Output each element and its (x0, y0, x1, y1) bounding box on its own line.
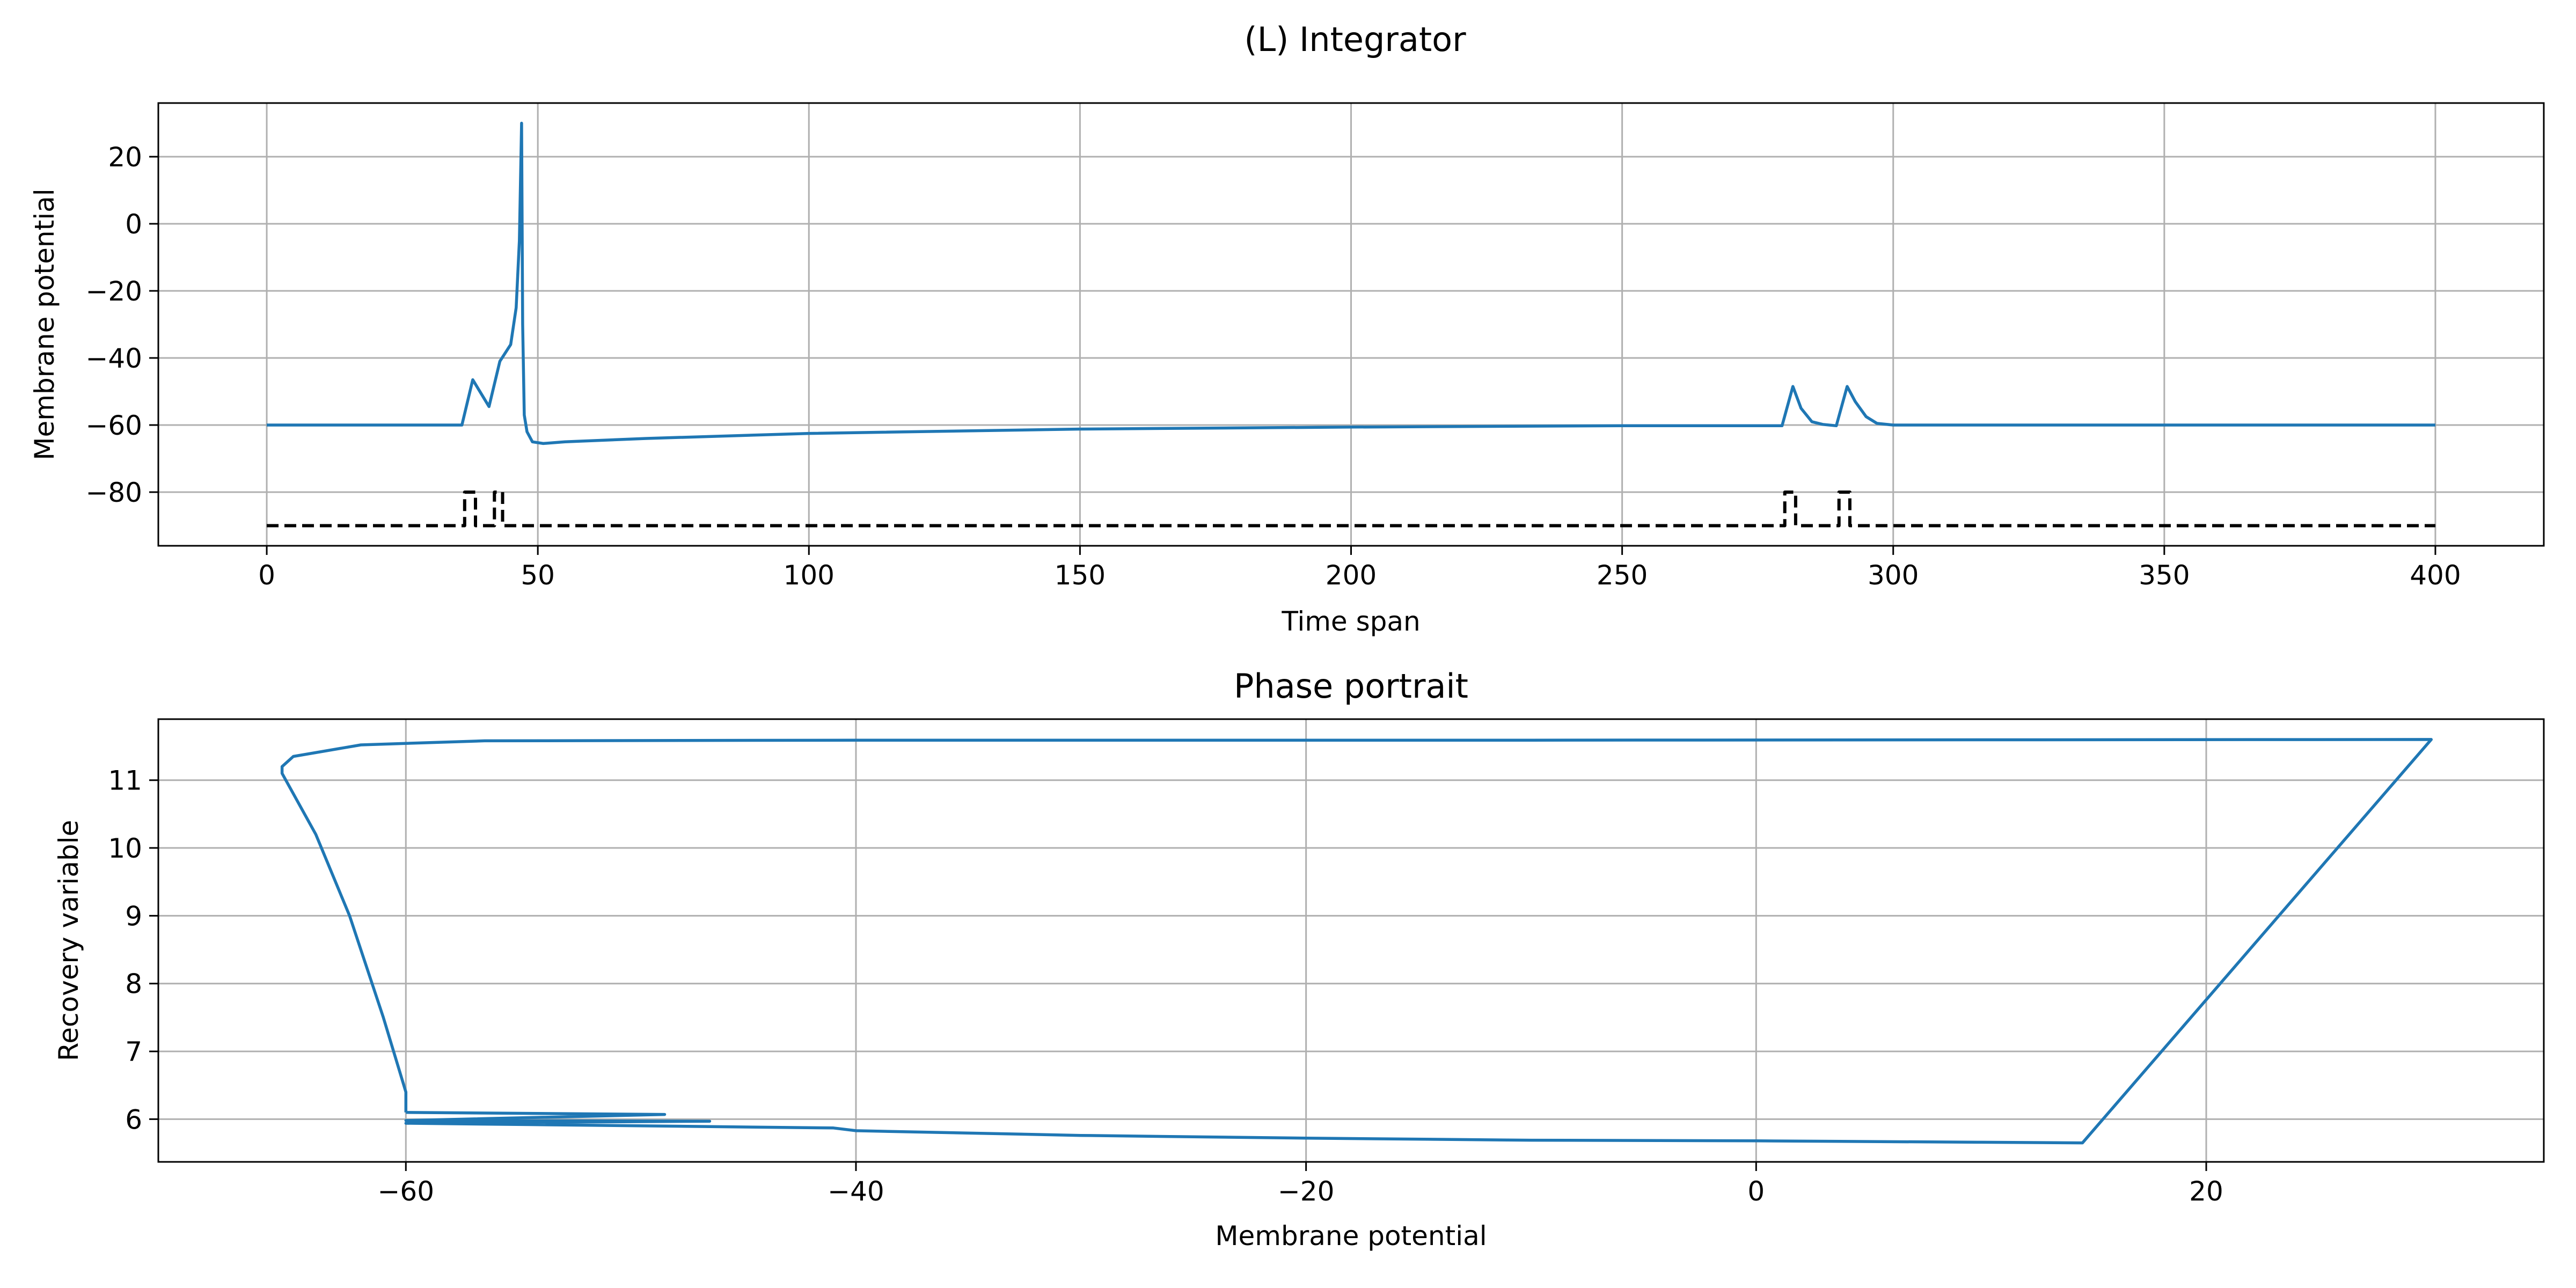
subplot-title: Phase portrait (1234, 667, 1468, 706)
y-tick-label: 0 (125, 209, 142, 240)
y-tick-label: −40 (85, 343, 142, 374)
y-tick-label: −80 (85, 477, 142, 508)
y-tick-label: 11 (108, 765, 142, 796)
chart-phase-portrait: −60 −40 −20 0 20 6 7 8 9 10 11 Membrane potential Re… (53, 667, 2545, 1252)
x-tick-label: 350 (2139, 560, 2190, 591)
x-tick-label: 50 (521, 560, 555, 591)
y-tick-label: 8 (125, 969, 142, 1000)
y-tick-label: 20 (108, 142, 142, 173)
x-tick-label: 20 (2189, 1176, 2223, 1207)
x-tick-label: 0 (1747, 1176, 1765, 1207)
x-tick-label: 150 (1055, 560, 1106, 591)
y-tick-label: 9 (125, 901, 142, 932)
x-tick-label: 250 (1597, 560, 1648, 591)
y-axis-label: Recovery variable (53, 820, 84, 1061)
x-tick-label: 0 (258, 560, 275, 591)
x-axis-label: Membrane potential (1215, 1220, 1487, 1252)
y-tick-label: −60 (85, 410, 142, 441)
y-axis-label: Membrane potential (29, 188, 60, 460)
x-tick-label: −60 (378, 1176, 435, 1207)
plot-frame (157, 718, 2545, 1163)
y-tick-label: 6 (125, 1104, 142, 1135)
y-tick-label: −20 (85, 276, 142, 307)
x-tick-label: 300 (1868, 560, 1919, 591)
y-tick-label: 7 (125, 1036, 142, 1067)
series-line (280, 738, 2433, 1145)
x-tick-label: −40 (828, 1176, 884, 1207)
x-axis-label: Time span (1281, 606, 1420, 637)
x-tick-label: 100 (784, 560, 835, 591)
series-line (267, 121, 2435, 445)
x-tick-label: 400 (2410, 560, 2461, 591)
x-tick-label: −20 (1278, 1176, 1335, 1207)
x-tick-label: 200 (1326, 560, 1377, 591)
y-tick-label: 10 (108, 833, 142, 864)
chart-membrane-potential-over-time: 0 50 100 150 200 250 300 350 400 −80 −60 −40 −20 0 20 T… (29, 102, 2545, 637)
input-current-dashed-line (267, 491, 2435, 528)
figure-suptitle: (L) Integrator (1244, 20, 1466, 59)
